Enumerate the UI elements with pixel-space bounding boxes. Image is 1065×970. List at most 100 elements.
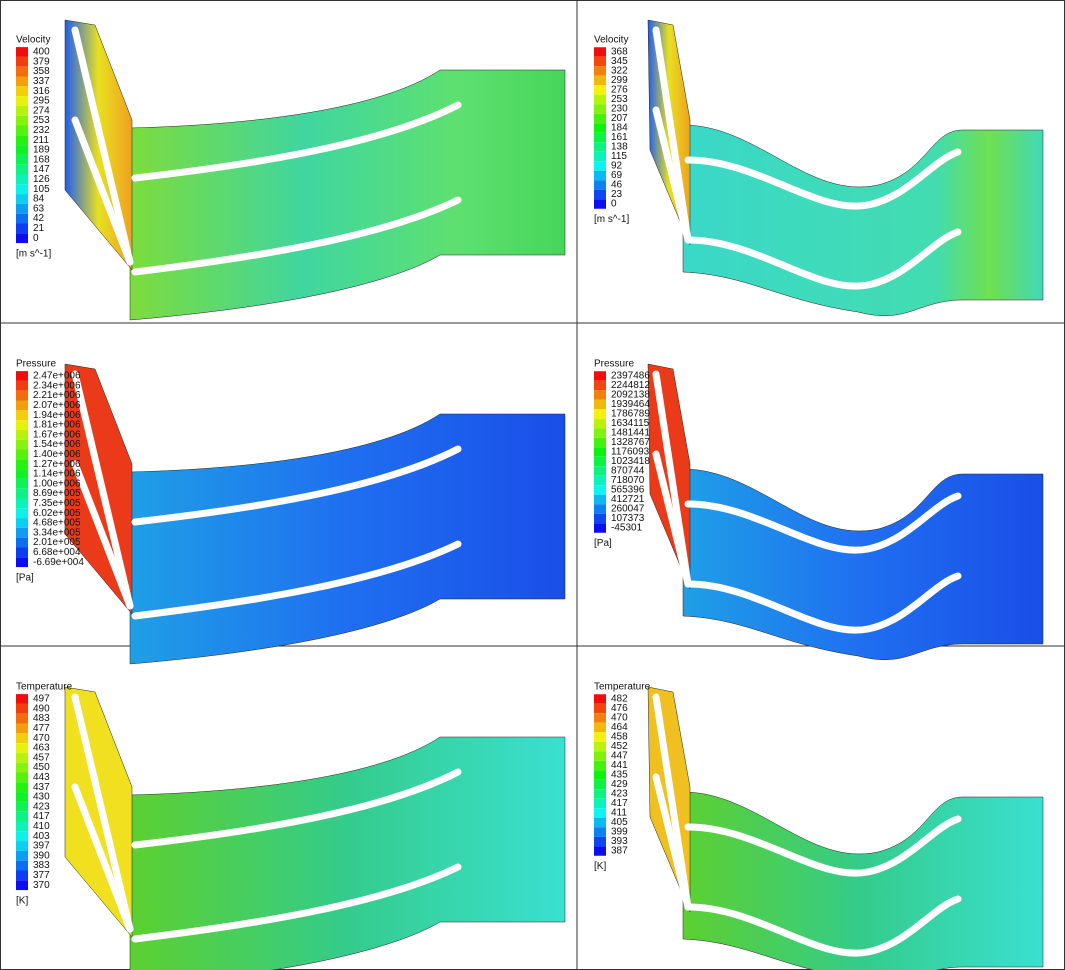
legend-label: 2.47e+006: [33, 371, 81, 382]
legend-label: 8.69e+005: [33, 488, 81, 499]
legend-label: 322: [611, 66, 628, 77]
blade: [131, 863, 462, 943]
legend-label: 147: [33, 164, 50, 175]
legend-label: 470: [33, 733, 50, 744]
colorbar-cell: [16, 233, 28, 244]
legend-label: 42: [33, 213, 45, 224]
legend-label: 390: [33, 850, 50, 861]
legend-title: Temperature: [594, 682, 651, 693]
legend-label: 337: [33, 76, 50, 87]
legend-label: 189: [33, 145, 50, 156]
panel: Pressure23974862244812209213819394641786…: [594, 359, 1044, 660]
colorbar-cell: [16, 164, 28, 175]
colorbar-cell: [16, 527, 28, 538]
rotor-passage: [129, 413, 566, 665]
legend-label: 0: [33, 233, 39, 244]
colorbar-cell: [594, 513, 606, 524]
colorbar-cell: [16, 400, 28, 411]
legend-label: 2092138: [611, 390, 650, 401]
blade: [131, 445, 462, 526]
colorbar-cell: [594, 142, 606, 152]
colorbar-cell: [594, 808, 606, 818]
colorbar-cell: [594, 56, 606, 67]
blade: [131, 196, 462, 276]
blade: [71, 693, 134, 933]
colorbar-cell: [16, 56, 28, 67]
legend-unit: [K]: [594, 861, 606, 872]
legend-label: 452: [611, 741, 628, 752]
legend-unit: [Pa]: [594, 538, 612, 549]
colorbar-cell: [16, 135, 28, 146]
legend-label: 1.81e+006: [33, 420, 81, 431]
legend-label: 358: [33, 66, 50, 77]
colorbar-cell: [16, 410, 28, 421]
colorbar-cell: [594, 161, 606, 171]
colorbar-cell: [16, 478, 28, 489]
blade: [684, 895, 962, 957]
legend-label: 483: [33, 713, 50, 724]
legend-label: 463: [33, 743, 50, 754]
colorbar-cell: [594, 85, 606, 95]
legend-label: 4.68e+005: [33, 518, 81, 529]
colorbar-cell: [16, 154, 28, 165]
legend-label: 21: [33, 223, 45, 234]
legend-label: 435: [611, 770, 628, 781]
legend-unit: [m s^-1]: [16, 249, 51, 260]
colorbar-cell: [16, 860, 28, 871]
legend-label: 397: [33, 841, 50, 852]
colorbar-cell: [594, 798, 606, 809]
legend-label: 450: [33, 762, 50, 773]
legend-label: 458: [611, 732, 628, 743]
colorbar-cell: [16, 841, 28, 851]
panel: Temperature48247647046445845244744143542…: [594, 682, 1044, 970]
blade: [684, 148, 962, 210]
colorbar-cell: [16, 508, 28, 519]
legend-label: 368: [611, 47, 628, 58]
legend-label: 718070: [611, 475, 645, 486]
legend-label: 253: [33, 115, 50, 126]
colorbar-cell: [594, 94, 606, 105]
legend-label: 1.27e+006: [33, 459, 81, 470]
blade: [71, 460, 134, 610]
colorbar-cell: [594, 390, 606, 400]
colorbar-cell: [594, 760, 606, 771]
colorbar-cell: [594, 132, 606, 143]
blade: [652, 106, 692, 244]
legend-label: 0: [611, 199, 617, 210]
colorbar-cell: [16, 821, 28, 832]
colorbar-cell: [594, 485, 606, 495]
colorbar-cell: [16, 459, 28, 470]
colorbar-cell: [594, 817, 606, 828]
panel: Pressure2.47e+0062.34e+0062.21e+0062.07e…: [16, 359, 566, 665]
blade: [71, 370, 134, 610]
legend-label: 410: [33, 821, 50, 832]
colorbar-cell: [16, 547, 28, 558]
colorbar-cell: [16, 772, 28, 783]
legend-label: 253: [611, 94, 628, 105]
colorbar-cell: [594, 47, 606, 57]
legend-label: 138: [611, 142, 628, 153]
colorbar-cell: [16, 733, 28, 744]
legend-label: 2.34e+006: [33, 380, 81, 391]
legend-label: 1481441: [611, 428, 650, 439]
colorbar-cell: [16, 66, 28, 77]
legend-label: 464: [611, 722, 628, 733]
legend-label: 870744: [611, 466, 645, 477]
blade: [71, 783, 134, 933]
blade: [652, 450, 692, 588]
legend-label: 412721: [611, 494, 645, 505]
legend-label: 400: [33, 47, 50, 58]
colorbar-cell: [594, 836, 606, 847]
colorbar-cell: [594, 475, 606, 486]
legend-label: 105: [33, 184, 50, 195]
legend-label: 1634115: [611, 418, 650, 429]
legend-unit: [K]: [16, 896, 28, 907]
colorbar-cell: [594, 827, 606, 837]
flow-domain: [64, 686, 566, 970]
colorbar-cell: [594, 494, 606, 505]
legend-label: 1328767: [611, 437, 650, 448]
legend-label: 126: [33, 174, 50, 185]
colorbar-cell: [594, 770, 606, 780]
legend-label: 115: [611, 151, 627, 162]
colorbar-cell: [16, 870, 28, 881]
